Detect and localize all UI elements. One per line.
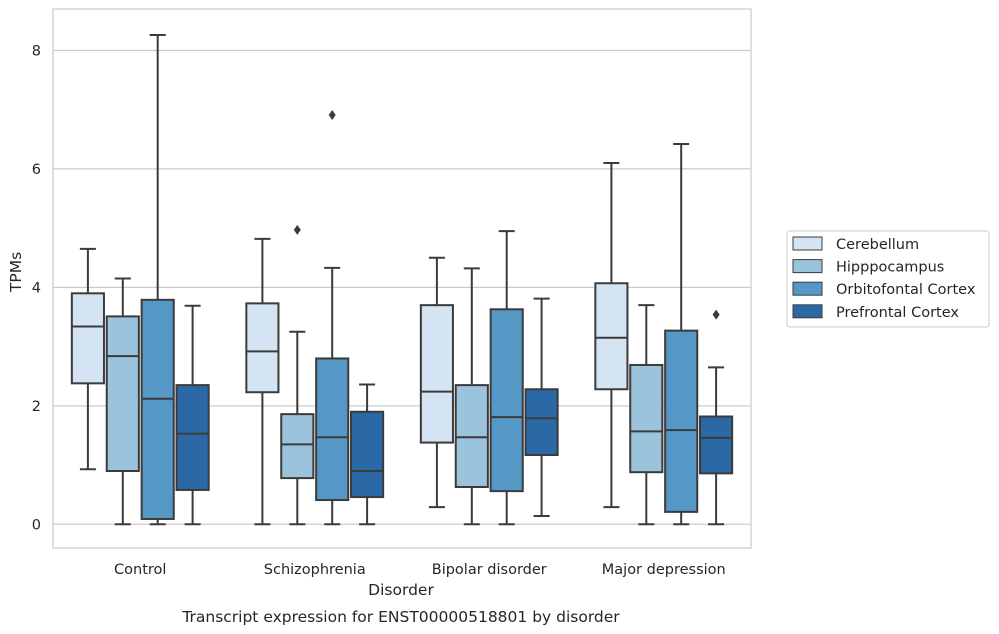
legend-item-cerebellum: Cerebellum: [792, 236, 919, 253]
x-tick-label-control: Control: [114, 562, 166, 578]
legend-frame: [786, 230, 990, 328]
box-body: [629, 363, 664, 474]
box-schizophrenia-prefrontal-cortex: [350, 383, 385, 526]
y-tick-label: 4: [32, 280, 41, 296]
box-body: [594, 282, 629, 391]
y-tick-label: 2: [32, 399, 41, 415]
box-body: [350, 410, 385, 499]
legend-swatch: [792, 281, 823, 296]
x-tick-label-schizophrenia: Schizophrenia: [264, 562, 366, 578]
outlier-point: [712, 309, 720, 320]
chart-title: Transcript expression for ENST0000051880…: [181, 608, 620, 626]
legend: Cerebellum Hipppocampus Orbitofontal Corte…: [786, 230, 990, 328]
boxes: [70, 34, 734, 526]
x-axis-label: Disorder: [368, 581, 434, 599]
legend-label: Prefrontal Cortex: [836, 305, 959, 321]
box-bipolar-disorder-orbitofontal-cortex: [489, 230, 524, 526]
box-bipolar-disorder-hipppocampus: [454, 267, 489, 526]
box-body: [70, 292, 105, 385]
box-body: [419, 304, 454, 444]
box-body: [280, 413, 315, 480]
box-control-cerebellum: [70, 247, 105, 471]
box-major-depression-orbitofontal-cortex: [664, 143, 699, 526]
legend-item-prefrontal-cortex: Prefrontal Cortex: [792, 304, 959, 321]
legend-label: Orbitofontal Cortex: [836, 282, 976, 298]
box-control-prefrontal-cortex: [175, 304, 210, 526]
box-control-orbitofontal-cortex: [140, 34, 175, 526]
box-schizophrenia-orbitofontal-cortex: [315, 110, 350, 526]
legend-swatch: [792, 236, 823, 251]
box-body: [454, 384, 489, 488]
box-major-depression-cerebellum: [594, 162, 629, 509]
box-bipolar-disorder-cerebellum: [419, 256, 454, 509]
legend-label: Cerebellum: [836, 237, 919, 253]
y-tick-labels: 0 2 4 6 8: [32, 43, 41, 533]
outlier-point: [328, 110, 336, 121]
box-schizophrenia-hipppocampus: [280, 224, 315, 526]
box-body: [524, 388, 559, 457]
box-body: [140, 298, 175, 520]
box-schizophrenia-cerebellum: [245, 237, 280, 526]
box-major-depression-hipppocampus: [629, 304, 664, 526]
plot-frame: [52, 8, 752, 549]
x-tick-labels: Control Schizophrenia Bipolar disorder Majo…: [114, 562, 726, 578]
y-tick-label: 8: [32, 43, 41, 59]
box-body: [245, 302, 280, 394]
y-tick-label: 6: [32, 162, 41, 178]
box-body: [699, 415, 734, 475]
legend-item-orbitofontal-cortex: Orbitofontal Cortex: [792, 281, 976, 298]
box-bipolar-disorder-prefrontal-cortex: [524, 297, 559, 518]
outlier-point: [293, 224, 301, 235]
legend-label: Hipppocampus: [836, 260, 944, 276]
legend-swatch: [792, 304, 823, 319]
legend-item-hipppocampus: Hipppocampus: [792, 259, 944, 276]
legend-swatch: [792, 259, 823, 274]
box-body: [175, 384, 210, 491]
x-tick-label-major-depression: Major depression: [602, 562, 726, 578]
box-body: [105, 315, 140, 472]
x-tick-label-bipolar-disorder: Bipolar disorder: [432, 562, 547, 578]
box-major-depression-prefrontal-cortex: [699, 309, 734, 526]
box-body: [664, 329, 699, 513]
y-axis-label: TPMs: [7, 252, 25, 293]
box-body: [489, 308, 524, 493]
box-control-hipppocampus: [105, 277, 140, 526]
y-tick-label: 0: [32, 517, 41, 533]
box-body: [315, 357, 350, 502]
